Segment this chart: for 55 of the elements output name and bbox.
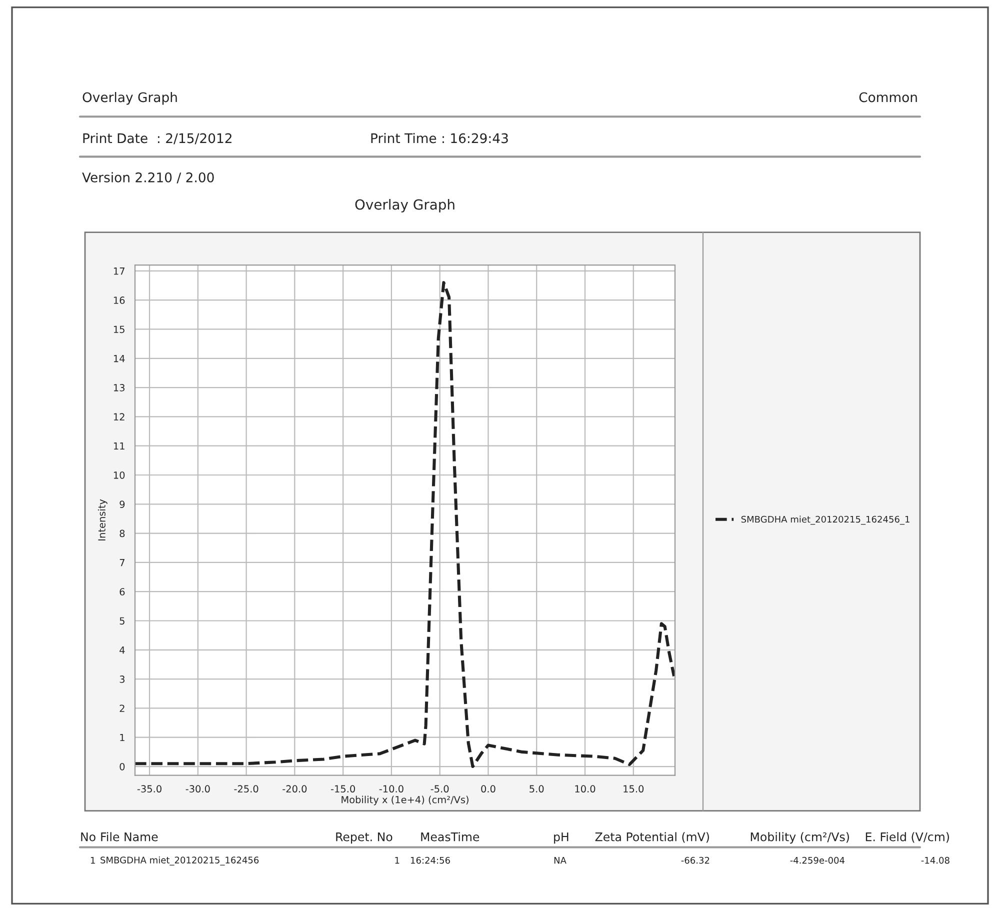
y-tick-label: 7 [120,559,124,566]
text: pH [554,832,568,844]
y-tick-label: 12 [114,413,124,420]
text: Repet. No [336,832,392,844]
text: 1 [90,856,95,864]
y-tick-label: 15 [114,326,124,334]
text: File Name [101,832,158,842]
text: Mobility (cm²/Vs) [750,832,849,844]
text: -4.259e-004 [790,856,844,864]
text: Version 2.210 / 2.00 [82,172,214,184]
y-axis-title: Intensity [98,499,108,540]
text: 1 [395,856,400,864]
text: Common [859,92,917,102]
y-tick-label: 0 [120,762,125,770]
y-tick-label: 3 [120,676,124,683]
y-tick-label: 16 [114,296,125,304]
line-series [135,281,675,768]
text: Overlay Graph [82,92,177,105]
legend-label: SMBGDHA miet_20120215_162456_1 [741,516,910,525]
y-tick-label: 6 [120,588,125,596]
x-tick-label: 5.0 [530,785,544,793]
text: SMBGDHA miet_20120215_162456 [100,856,259,866]
chart-title: Overlay Graph [355,198,454,212]
y-tick-label: 17 [114,268,124,275]
text: Zeta Potential (mV) [595,832,709,843]
text: MeasTime [421,832,480,842]
text: Print Date : 2/15/2012 [83,132,232,144]
x-tick-label: -35.0 [137,785,162,793]
text: No [81,832,96,842]
x-axis-title: Mobility x (1e+4) (cm²/Vs) [342,796,468,806]
x-tick-label: -25.0 [234,785,258,793]
text: E. Field (V/cm) [866,832,949,843]
text: 16:24:56 [410,856,450,864]
y-tick-label: 9 [120,500,125,508]
x-tick-label: -20.0 [282,785,307,793]
y-tick-label: 14 [114,354,125,362]
x-tick-label: -30.0 [186,785,210,793]
text: -66.32 [681,856,710,864]
y-tick-label: 8 [120,530,125,538]
y-tick-label: 2 [120,704,124,712]
x-tick-label: -15.0 [330,785,355,793]
text: NA [554,856,566,864]
y-tick-label: 13 [114,384,124,392]
y-tick-label: 10 [114,471,125,479]
y-tick-label: 1 [120,734,124,742]
x-tick-label: -10.0 [379,785,404,793]
text: -14.08 [921,856,950,864]
x-tick-label: 0.0 [481,785,496,793]
text: Print Time : 16:29:43 [371,132,508,144]
x-tick-label: -5.0 [430,785,449,793]
y-tick-label: 4 [120,646,125,654]
y-tick-label: 5 [120,617,124,625]
x-tick-label: 10.0 [575,785,596,793]
x-tick-label: 15.0 [624,785,644,793]
y-tick-label: 11 [114,442,124,450]
